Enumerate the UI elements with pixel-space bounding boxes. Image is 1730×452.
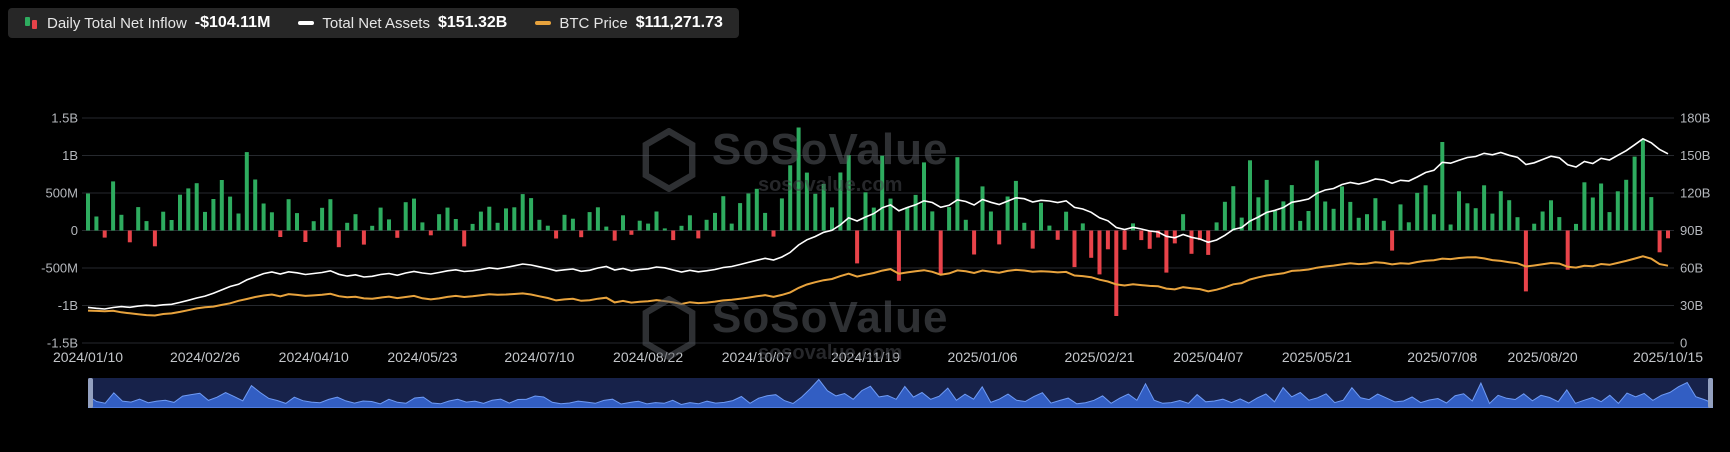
svg-text:2024/01/10: 2024/01/10 [53, 349, 123, 365]
svg-text:30B: 30B [1680, 298, 1703, 313]
svg-text:120B: 120B [1680, 186, 1710, 201]
legend-label-assets: Total Net Assets [322, 14, 430, 32]
svg-text:2025/02/21: 2025/02/21 [1064, 349, 1134, 365]
white-line-icon [298, 21, 315, 25]
svg-text:1.5B: 1.5B [51, 111, 78, 126]
legend-label-inflow: Daily Total Net Inflow [47, 14, 187, 32]
svg-text:2024/10/07: 2024/10/07 [722, 349, 792, 365]
svg-text:2025/05/21: 2025/05/21 [1282, 349, 1352, 365]
svg-text:2025/01/06: 2025/01/06 [947, 349, 1017, 365]
legend-value-assets: $151.32B [437, 14, 508, 31]
main-chart[interactable]: 1.5B 180B 1B 150B 500M 120B 0 90B -500M 60B -1B 30B… [0, 95, 1730, 385]
range-navigator[interactable] [87, 378, 1714, 409]
svg-text:0: 0 [1680, 336, 1687, 351]
svg-text:2025/04/07: 2025/04/07 [1173, 349, 1243, 365]
svg-text:2024/04/10: 2024/04/10 [279, 349, 349, 365]
svg-text:2024/11/19: 2024/11/19 [831, 349, 900, 365]
legend-btc-price[interactable]: BTC Price $111,271.73 [535, 14, 723, 32]
svg-text:60B: 60B [1680, 261, 1703, 276]
svg-text:-1B: -1B [58, 298, 78, 313]
svg-text:500M: 500M [45, 186, 78, 201]
svg-text:0: 0 [71, 223, 78, 238]
legend-daily-net-inflow[interactable]: Daily Total Net Inflow -$104.11M [24, 14, 270, 32]
svg-text:2025/07/08: 2025/07/08 [1407, 349, 1477, 365]
svg-text:2024/07/10: 2024/07/10 [504, 349, 574, 365]
legend-label-btc: BTC Price [559, 14, 628, 32]
navigator-canvas[interactable] [87, 378, 1714, 409]
svg-text:-1.5B: -1.5B [47, 336, 78, 351]
svg-text:180B: 180B [1680, 111, 1710, 126]
inflow-bars-icon [25, 17, 37, 29]
svg-text:2025/10/15: 2025/10/15 [1633, 349, 1703, 365]
svg-text:90B: 90B [1680, 223, 1703, 238]
svg-text:1B: 1B [62, 148, 78, 163]
legend-total-net-assets[interactable]: Total Net Assets $151.32B [298, 14, 507, 32]
svg-text:2025/08/20: 2025/08/20 [1508, 349, 1578, 365]
svg-text:-500M: -500M [41, 261, 78, 276]
legend-value-btc: $111,271.73 [635, 14, 723, 31]
svg-text:2024/02/26: 2024/02/26 [170, 349, 240, 365]
svg-text:150B: 150B [1680, 148, 1710, 163]
svg-text:2024/08/22: 2024/08/22 [613, 349, 683, 365]
chart-legend: Daily Total Net Inflow -$104.11M Total N… [8, 8, 739, 38]
orange-line-icon [535, 21, 552, 25]
svg-text:2024/05/23: 2024/05/23 [387, 349, 457, 365]
legend-value-inflow: -$104.11M [194, 14, 271, 31]
